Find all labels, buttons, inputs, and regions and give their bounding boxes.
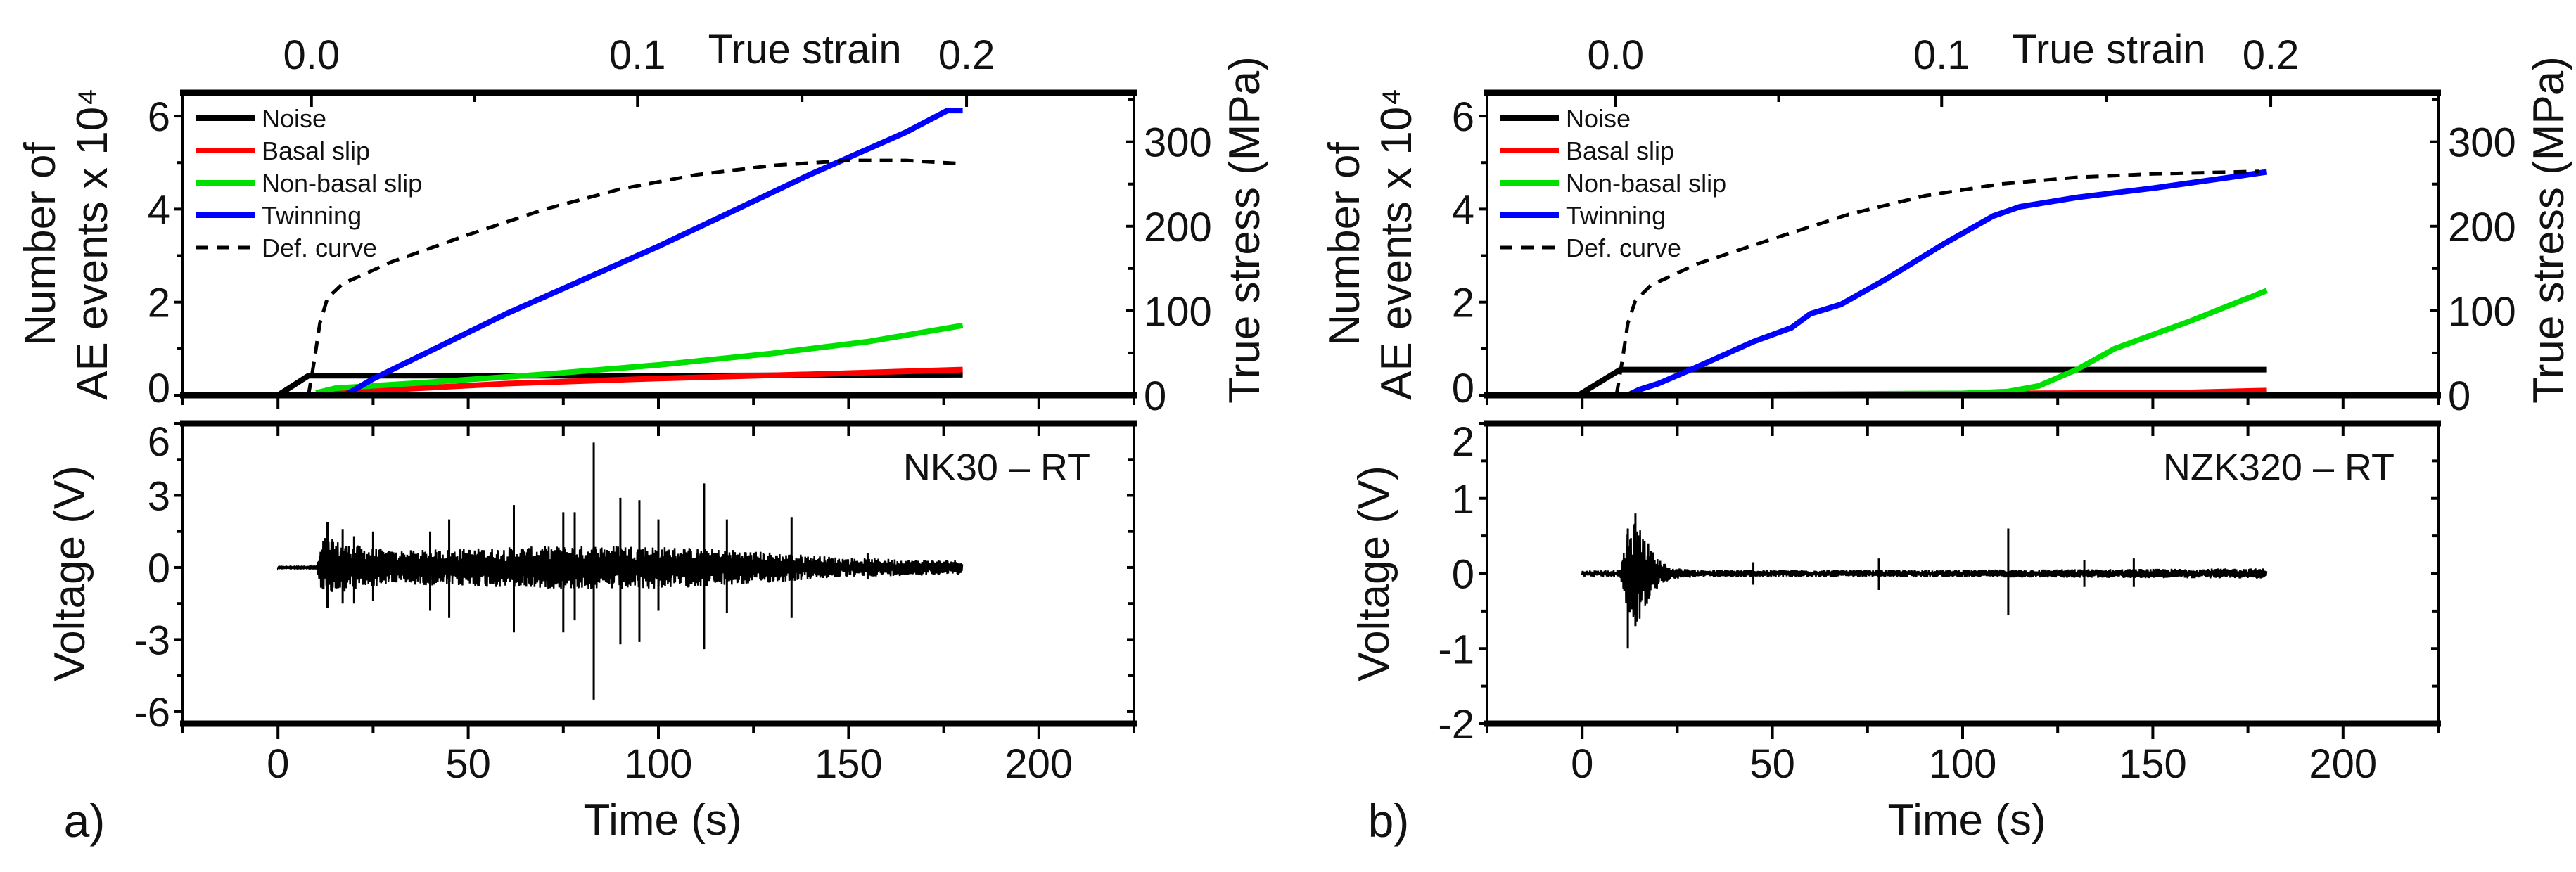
y-tick-label: -1 bbox=[1438, 627, 1474, 672]
x-tick-label: 50 bbox=[1749, 741, 1795, 787]
strain-tick-label: 0.1 bbox=[1913, 32, 1970, 78]
voltage-plot: 0 50 100 150 200 -2 -1 0 1 2 Voltage (V) Time (s) NZ… bbox=[1350, 419, 2441, 847]
legend-label: Noise bbox=[1566, 104, 1631, 133]
legend-item: Noise bbox=[1500, 104, 1631, 133]
y2-tick-label: 100 bbox=[1144, 289, 1212, 335]
series-non-basal-slip bbox=[1612, 288, 2269, 398]
y2-axis-label: True stress (MPa) bbox=[1220, 56, 1269, 404]
legend-label: Twinning bbox=[1566, 201, 1666, 230]
y-tick-label: 4 bbox=[148, 187, 170, 233]
series-def-curve bbox=[1614, 169, 2259, 396]
x-tick-label: 200 bbox=[2309, 741, 2377, 787]
y-axis-label-line2: AE events x 10⁴ bbox=[68, 88, 117, 400]
y-tick-label: 0 bbox=[1452, 552, 1474, 598]
legend-item: Basal slip bbox=[196, 136, 370, 165]
legend-label: Non-basal slip bbox=[262, 169, 422, 198]
sample-label: NK30 – RT bbox=[903, 447, 1090, 489]
y-axis-label-line1: Number of bbox=[16, 142, 65, 346]
y-tick-label: 0 bbox=[148, 546, 170, 591]
y-tick-label: -3 bbox=[134, 617, 170, 663]
y2-tick-label: 0 bbox=[2448, 373, 2470, 419]
y-tick-label: 2 bbox=[148, 281, 170, 326]
y2-axis-label: True stress (MPa) bbox=[2525, 56, 2573, 404]
panel-label: a) bbox=[64, 795, 106, 847]
legend-item: Twinning bbox=[1500, 201, 1666, 230]
legend-item: Non-basal slip bbox=[196, 169, 422, 198]
legend-label: Def. curve bbox=[262, 233, 377, 262]
y2-tick-label: 200 bbox=[2448, 205, 2516, 250]
strain-tick-label: 0.0 bbox=[1587, 32, 1644, 78]
y-tick-label: 0 bbox=[1452, 366, 1474, 411]
y-tick-label: 6 bbox=[1452, 94, 1474, 140]
strain-tick-label: 0.1 bbox=[609, 32, 666, 78]
legend-label: Noise bbox=[262, 104, 326, 133]
y-tick-label: 4 bbox=[1452, 187, 1474, 233]
y-axis-label-line2: AE events x 10⁴ bbox=[1372, 88, 1421, 400]
strain-axis-label: True strain bbox=[2013, 27, 2206, 72]
legend-label: Basal slip bbox=[262, 136, 370, 165]
time-axis-label: Time (s) bbox=[1888, 796, 2046, 845]
y2-tick-label: 300 bbox=[1144, 120, 1212, 166]
voltage-axis-label: Voltage (V) bbox=[1350, 466, 1398, 681]
y2-tick-label: 200 bbox=[1144, 205, 1212, 250]
y-tick-label: 3 bbox=[148, 473, 170, 519]
legend-item: Twinning bbox=[196, 201, 362, 230]
strain-tick-label: 0.2 bbox=[938, 32, 995, 78]
x-tick-label: 50 bbox=[445, 741, 491, 787]
y-tick-label: 1 bbox=[1452, 477, 1474, 522]
ae-count-plot: 0.0 0.1 0.2 True strain 0 2 4 6 0 100 200 300 Number… bbox=[1320, 27, 2573, 419]
y2-tick-label: 100 bbox=[2448, 289, 2516, 335]
legend-item: Def. curve bbox=[196, 233, 377, 262]
ae-count-plot: 0.0 0.1 0.2 True strain 0 2 4 6 0 100 200 300 Number… bbox=[16, 27, 1269, 419]
y-tick-label: 2 bbox=[1452, 419, 1474, 465]
y2-tick-label: 300 bbox=[2448, 120, 2516, 166]
series-basal-slip bbox=[316, 366, 963, 398]
strain-axis-label: True strain bbox=[708, 27, 902, 72]
x-tick-label: 0 bbox=[1571, 741, 1593, 787]
sample-label: NZK320 – RT bbox=[2163, 447, 2395, 489]
y-tick-label: -2 bbox=[1438, 702, 1474, 748]
x-tick-label: 100 bbox=[625, 741, 693, 787]
x-tick-label: 200 bbox=[1005, 741, 1073, 787]
panel-label: b) bbox=[1368, 795, 1410, 847]
x-tick-label: 0 bbox=[267, 741, 289, 787]
time-axis-label: Time (s) bbox=[584, 796, 742, 845]
series-twinning bbox=[1626, 169, 2268, 398]
series-non-basal-slip bbox=[315, 322, 964, 396]
legend-item: Non-basal slip bbox=[1500, 169, 1726, 198]
y-tick-label: 0 bbox=[148, 366, 170, 411]
voltage-axis-label: Voltage (V) bbox=[46, 466, 94, 681]
x-tick-label: 100 bbox=[1929, 741, 1997, 787]
legend-label: Twinning bbox=[262, 201, 362, 230]
strain-tick-label: 0.0 bbox=[283, 32, 340, 78]
legend-item: Def. curve bbox=[1500, 233, 1681, 262]
y-tick-label: 2 bbox=[1452, 281, 1474, 326]
series-twinning bbox=[323, 108, 963, 398]
legend-item: Noise bbox=[196, 104, 326, 133]
y-tick-label: 6 bbox=[148, 94, 170, 140]
y-tick-label: 6 bbox=[148, 419, 170, 465]
y2-tick-label: 0 bbox=[1144, 373, 1166, 419]
x-tick-label: 150 bbox=[2119, 741, 2187, 787]
legend-label: Non-basal slip bbox=[1566, 169, 1726, 198]
x-tick-label: 150 bbox=[815, 741, 883, 787]
y-tick-label: -6 bbox=[134, 690, 170, 736]
strain-tick-label: 0.2 bbox=[2243, 32, 2300, 78]
legend: Noise Basal slip Non-basal slip Twinning Def… bbox=[1500, 104, 1726, 262]
legend: Noise Basal slip Non-basal slip Twinning Def… bbox=[196, 104, 422, 262]
legend-label: Def. curve bbox=[1566, 233, 1681, 262]
voltage-plot: 0 50 100 150 200 -6 -3 0 3 6 Voltage (V) Time (s) NK… bbox=[46, 419, 1137, 847]
legend-label: Basal slip bbox=[1566, 136, 1674, 165]
voltage-waveform bbox=[1581, 523, 2268, 622]
y-axis-label-line1: Number of bbox=[1320, 142, 1369, 346]
legend-item: Basal slip bbox=[1500, 136, 1674, 165]
